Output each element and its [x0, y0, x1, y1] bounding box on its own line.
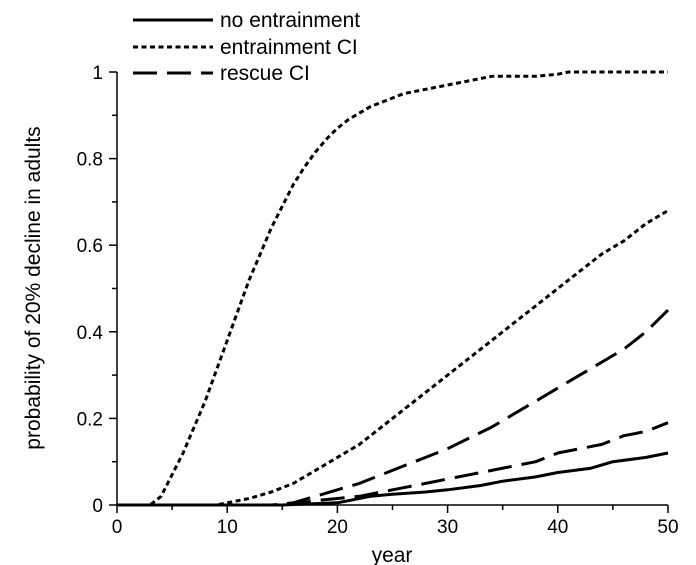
- x-tick-label: 50: [657, 517, 678, 538]
- y-tick-label: 0.4: [77, 323, 104, 344]
- series-line-no-entrainment-0: [117, 451, 669, 507]
- legend-label-entrainment-ci: entrainment CI: [220, 36, 358, 59]
- y-axis-ticks: 0 0.2 0.4 0.6 0.8 1: [77, 63, 117, 517]
- y-tick-label: 0: [92, 496, 103, 517]
- x-tick-label: 40: [547, 517, 568, 538]
- y-tick-label: 0.6: [77, 236, 103, 257]
- x-tick-label: 10: [217, 517, 238, 538]
- series-line-entrainment-ci-2: [117, 209, 669, 507]
- y-tick-label: 0.2: [77, 409, 103, 430]
- y-tick-label: 1: [92, 63, 103, 84]
- legend: no entrainment entrainment CI rescue CI: [133, 9, 360, 85]
- y-axis-label: probability of 20% decline in adults: [22, 126, 45, 449]
- series-line-rescue-ci-3: [117, 309, 670, 507]
- series-line-rescue-ci-4: [117, 421, 669, 507]
- x-axis-ticks: 0 10 20 30 40 50: [112, 505, 679, 538]
- series-line-entrainment-ci-1: [117, 70, 668, 507]
- legend-label-no-entrainment: no entrainment: [220, 9, 360, 32]
- series-layer: [117, 70, 670, 507]
- x-tick-label: 0: [112, 517, 123, 538]
- legend-label-rescue-ci: rescue CI: [220, 62, 310, 85]
- x-tick-label: 30: [437, 517, 458, 538]
- x-tick-label: 20: [327, 517, 348, 538]
- y-tick-label: 0.8: [77, 150, 103, 171]
- x-axis-label: year: [372, 544, 413, 565]
